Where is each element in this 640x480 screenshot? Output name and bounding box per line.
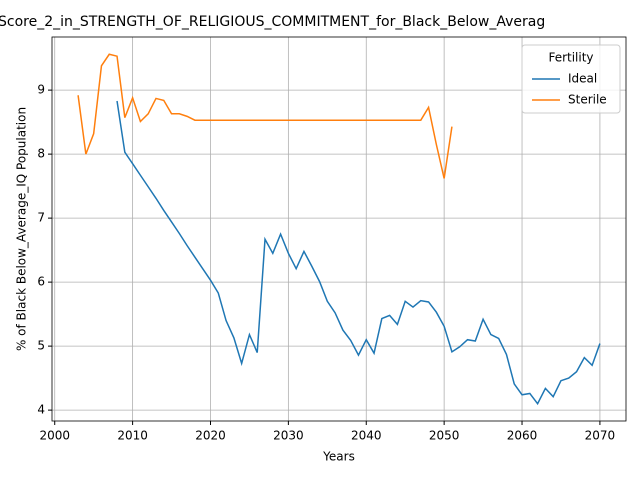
line-series (77, 53, 453, 179)
legend-label: Ideal (568, 72, 597, 86)
legend-label: Sterile (568, 93, 607, 107)
x-tick-label: 2060 (507, 429, 538, 443)
legend-title: Fertility (548, 51, 593, 65)
x-tick-label: 2020 (195, 429, 226, 443)
x-tick-label: 2070 (585, 429, 616, 443)
chart-title: Score_2_in_STRENGTH_OF_RELIGIOUS_COMMITM… (0, 14, 545, 30)
y-tick-label: 7 (37, 211, 45, 225)
y-tick-label: 5 (37, 339, 45, 353)
plot-frame (51, 36, 627, 422)
legend-box (521, 44, 621, 114)
y-tick-label: 4 (37, 403, 45, 417)
x-tick-label: 2000 (39, 429, 70, 443)
line-series (116, 100, 601, 406)
x-axis-label: Years (322, 450, 355, 464)
x-tick-label: 2050 (429, 429, 460, 443)
y-tick-label: 9 (37, 83, 45, 97)
y-tick-label: 6 (37, 275, 45, 289)
y-axis-label: % of Black Below_Average_IQ Population (15, 107, 29, 351)
x-tick-label: 2030 (273, 429, 304, 443)
y-tick-label: 8 (37, 147, 45, 161)
x-tick-label: 2010 (117, 429, 148, 443)
x-tick-label: 2040 (351, 429, 382, 443)
